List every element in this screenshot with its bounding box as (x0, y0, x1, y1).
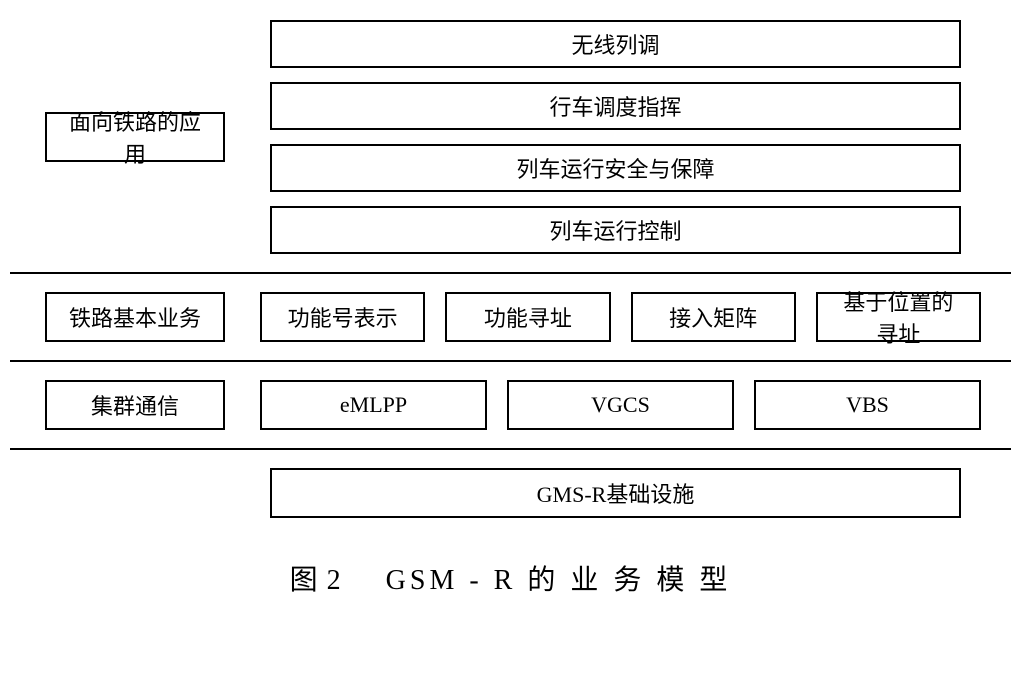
layer-2-item-2: 接入矩阵 (631, 292, 796, 342)
layer-3-item-0: eMLPP (260, 380, 487, 430)
caption-prefix: 图 2 (290, 565, 342, 596)
divider-1 (10, 272, 1011, 274)
divider-2 (10, 360, 1011, 362)
layer-3-label-box: 集群通信 (45, 380, 225, 430)
caption-spacer (353, 565, 375, 596)
layer-2-item-3-text: 基于位置的寻址 (834, 285, 963, 349)
layer-1-item-0-text: 无线列调 (571, 28, 659, 60)
layer-4-item-0: GMS-R基础设施 (270, 468, 961, 518)
layer-3-item-1-text: VGCS (591, 392, 650, 418)
layer-1-items-col: 无线列调 行车调度指挥 列车运行安全与保障 列车运行控制 (240, 20, 991, 254)
layer-1-item-2-text: 列车运行安全与保障 (516, 152, 714, 184)
layer-1-item-3-text: 列车运行控制 (549, 214, 681, 246)
caption-text: GSM - R 的 业 务 模 型 (386, 565, 732, 596)
layer-2-item-0: 功能号表示 (260, 292, 425, 342)
layer-1-label-col: 面向铁路的应用 (30, 112, 240, 162)
layer-1-item-3: 列车运行控制 (270, 206, 961, 254)
layer-2-item-3: 基于位置的寻址 (816, 292, 981, 342)
layer-1-item-2: 列车运行安全与保障 (270, 144, 961, 192)
layer-1-item-1-text: 行车调度指挥 (549, 90, 681, 122)
layer-2-label-col: 铁路基本业务 (30, 292, 240, 342)
layer-2-item-0-text: 功能号表示 (288, 301, 398, 333)
layer-1-label-box: 面向铁路的应用 (45, 112, 225, 162)
layer-3-label: 集群通信 (91, 389, 179, 421)
layer-3-row: 集群通信 eMLPP VGCS VBS (10, 380, 1011, 430)
layer-4-item-0-text: GMS-R基础设施 (537, 477, 695, 509)
layer-2-label-box: 铁路基本业务 (45, 292, 225, 342)
gsm-r-service-model-diagram: 面向铁路的应用 无线列调 行车调度指挥 列车运行安全与保障 列车运行控制 (10, 20, 1011, 598)
layer-4-row: GMS-R基础设施 (10, 468, 1011, 518)
layer-3-item-2-text: VBS (846, 392, 889, 418)
layer-1-item-1: 行车调度指挥 (270, 82, 961, 130)
layer-2-item-1: 功能寻址 (445, 292, 610, 342)
layer-1-row: 面向铁路的应用 无线列调 行车调度指挥 列车运行安全与保障 列车运行控制 (10, 20, 1011, 254)
layer-3-item-1: VGCS (507, 380, 734, 430)
layer-1-stacked: 无线列调 行车调度指挥 列车运行安全与保障 列车运行控制 (270, 20, 961, 254)
layer-3-item-0-text: eMLPP (340, 392, 407, 418)
layer-4-items-col: GMS-R基础设施 (240, 468, 991, 518)
layer-1-item-0: 无线列调 (270, 20, 961, 68)
layer-2-item-1-text: 功能寻址 (484, 301, 572, 333)
layer-3-item-2: VBS (754, 380, 981, 430)
layer-1-label: 面向铁路的应用 (63, 105, 207, 169)
layer-2-row: 铁路基本业务 功能号表示 功能寻址 接入矩阵 基于位置的寻址 (10, 292, 1011, 342)
layer-2-items-col: 功能号表示 功能寻址 接入矩阵 基于位置的寻址 (240, 292, 991, 342)
layer-3-items-col: eMLPP VGCS VBS (240, 380, 991, 430)
divider-3 (10, 448, 1011, 450)
layer-2-label: 铁路基本业务 (69, 301, 201, 333)
layer-2-item-2-text: 接入矩阵 (669, 301, 757, 333)
figure-caption: 图 2 GSM - R 的 业 务 模 型 (10, 558, 1011, 598)
layer-3-label-col: 集群通信 (30, 380, 240, 430)
